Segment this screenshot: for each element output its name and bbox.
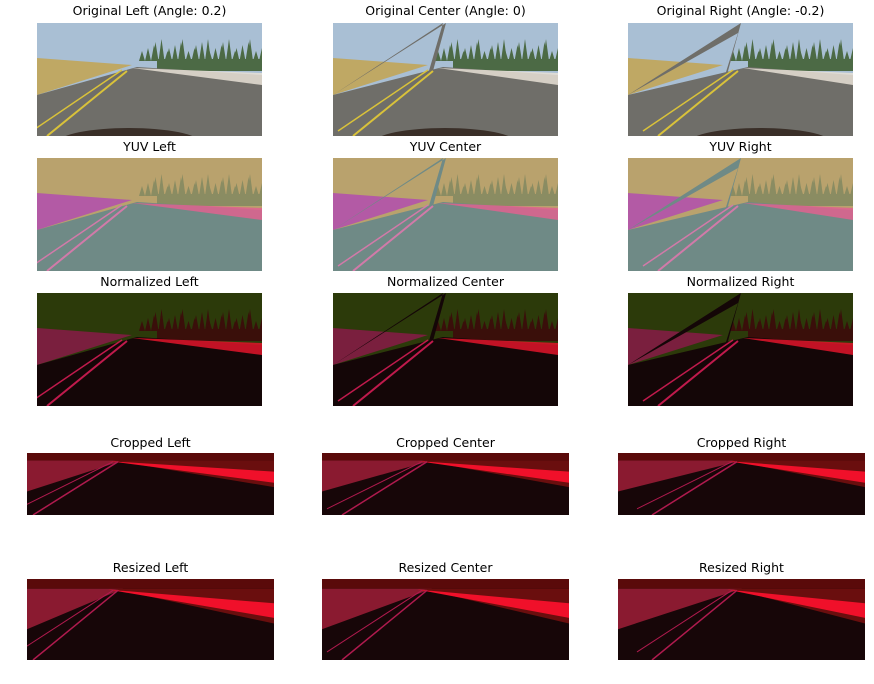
resized-right-image	[618, 579, 865, 660]
yuv-center-image	[333, 158, 558, 271]
resized-right-title: Resized Right	[699, 560, 784, 575]
cropped-center-title: Cropped Center	[396, 435, 495, 450]
original-left-title: Original Left (Angle: 0.2)	[72, 3, 227, 18]
cropped-center-image	[322, 453, 569, 515]
normalized-right-title: Normalized Right	[686, 274, 795, 289]
normalized-left-panel: Normalized Left	[37, 275, 262, 406]
normalized-left-image	[37, 293, 262, 406]
normalized-center-panel: Normalized Center	[333, 275, 558, 406]
original-left-image	[37, 23, 262, 136]
resized-left-image	[27, 579, 274, 660]
cropped-left-panel: Cropped Left	[27, 436, 274, 515]
normalized-right-panel: Normalized Right	[628, 275, 853, 406]
cropped-right-title: Cropped Right	[696, 435, 787, 450]
normalized-right-image	[628, 293, 853, 406]
normalized-left-title: Normalized Left	[100, 274, 199, 289]
cropped-left-image	[27, 453, 274, 515]
yuv-center-title: YUV Center	[409, 139, 482, 154]
resized-center-image	[322, 579, 569, 660]
normalized-center-title: Normalized Center	[387, 274, 504, 289]
original-right-panel: Original Right (Angle: -0.2)	[628, 4, 853, 136]
yuv-left-title: YUV Left	[123, 139, 176, 154]
cropped-right-panel: Cropped Right	[618, 436, 865, 515]
cropped-center-panel: Cropped Center	[322, 436, 569, 515]
resized-center-title: Resized Center	[398, 560, 493, 575]
cropped-right-image	[618, 453, 865, 515]
resized-right-panel: Resized Right	[618, 561, 865, 660]
original-left-panel: Original Left (Angle: 0.2)	[37, 4, 262, 136]
yuv-right-image	[628, 158, 853, 271]
original-right-title: Original Right (Angle: -0.2)	[656, 3, 825, 18]
original-center-image	[333, 23, 558, 136]
yuv-left-panel: YUV Left	[37, 140, 262, 271]
resized-center-panel: Resized Center	[322, 561, 569, 660]
yuv-left-image	[37, 158, 262, 271]
yuv-right-title: YUV Right	[709, 139, 772, 154]
yuv-center-panel: YUV Center	[333, 140, 558, 271]
yuv-right-panel: YUV Right	[628, 140, 853, 271]
original-center-panel: Original Center (Angle: 0)	[333, 4, 558, 136]
original-right-image	[628, 23, 853, 136]
cropped-left-title: Cropped Left	[110, 435, 191, 450]
resized-left-panel: Resized Left	[27, 561, 274, 660]
original-center-title: Original Center (Angle: 0)	[365, 3, 526, 18]
resized-left-title: Resized Left	[112, 560, 189, 575]
normalized-center-image	[333, 293, 558, 406]
